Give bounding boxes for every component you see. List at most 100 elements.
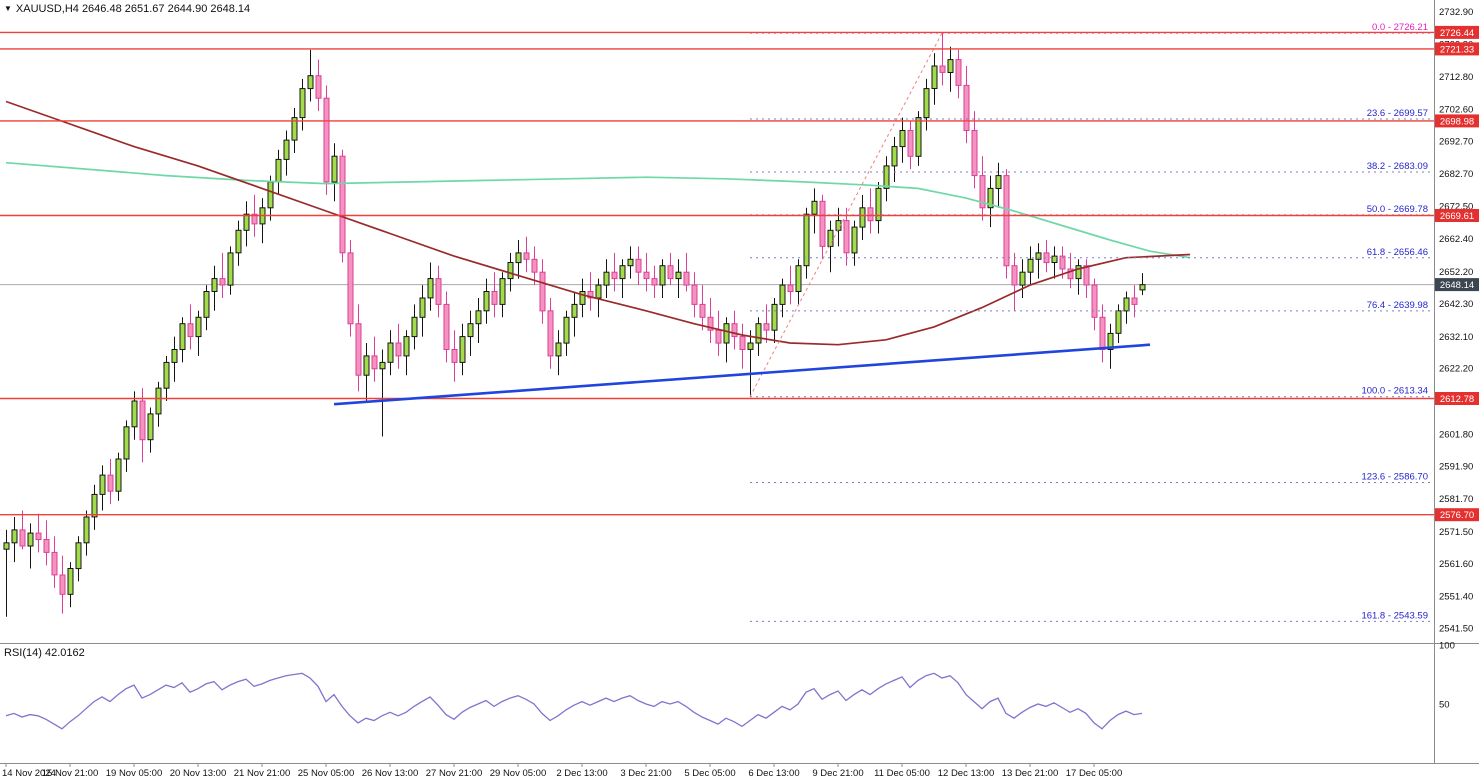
bear-candle (1083, 265, 1090, 286)
fib-level-label: 123.6 - 2586.70 (1361, 472, 1428, 483)
symbol-marker-icon: ▼ (4, 4, 12, 13)
price-level-badge-text: 2721.33 (1440, 44, 1474, 55)
price-tick-label: 2601.80 (1439, 429, 1473, 440)
bull-candle (859, 207, 866, 228)
bull-candle (1123, 297, 1130, 312)
time-tick-label: 17 Dec 05:00 (1066, 768, 1123, 779)
bear-candle (715, 329, 722, 344)
candles (3, 33, 1146, 617)
bear-candle (491, 291, 498, 305)
bear-candle (1131, 297, 1138, 305)
price-tick-label: 2541.50 (1439, 624, 1473, 635)
fib-level-label: 23.6 - 2699.57 (1367, 108, 1428, 119)
bull-candle (883, 165, 890, 189)
time-tick-label: 9 Dec 21:00 (812, 768, 863, 779)
sma-fast-line[interactable] (5, 100, 1191, 346)
time-tick-label: 12 Dec 13:00 (938, 768, 995, 779)
bull-candle (155, 387, 162, 415)
price-level-badge (1435, 209, 1479, 222)
bull-candle (67, 568, 74, 595)
bear-candle (707, 316, 714, 331)
bear-candle (683, 271, 690, 286)
bear-candle (347, 252, 354, 325)
bull-candle (363, 355, 370, 376)
bear-candle (395, 342, 402, 357)
price-tick-label: 2702.60 (1439, 105, 1473, 116)
bull-candle (131, 400, 138, 428)
time-tick-label: 5 Dec 05:00 (684, 768, 735, 779)
price-axis[interactable]: 2732.902722.802712.802702.602692.702682.… (0, 0, 1479, 764)
bear-candle (939, 65, 946, 73)
bull-candle (243, 213, 250, 231)
bull-candle (619, 265, 626, 280)
bear-candle (435, 278, 442, 305)
price-level-badge-text: 2669.61 (1440, 211, 1474, 222)
bull-candle (915, 117, 922, 157)
bull-candle (603, 271, 610, 286)
price-tick-label: 2652.20 (1439, 267, 1473, 278)
price-level-badge (1435, 42, 1479, 56)
time-tick-label: 19 Nov 05:00 (106, 768, 163, 779)
bear-candle (51, 551, 58, 576)
price-tick-label: 2712.80 (1439, 72, 1473, 83)
bear-candle (739, 336, 746, 351)
price-level-badge (1435, 114, 1479, 128)
bull-candle (1107, 332, 1114, 350)
bull-candle (555, 342, 562, 357)
price-level-badge (1435, 392, 1479, 405)
bull-candle (283, 139, 290, 160)
bear-candle (315, 75, 322, 99)
bull-candle (723, 323, 730, 344)
rsi-tick-label: 100 (1439, 641, 1455, 652)
bear-candle (1091, 284, 1098, 318)
time-tick-label: 27 Nov 21:00 (426, 768, 483, 779)
bull-candle (387, 342, 394, 363)
bear-candle (635, 258, 642, 273)
bull-candle (675, 271, 682, 280)
bull-candle (91, 493, 98, 518)
bear-candle (1011, 265, 1018, 286)
bear-candle (443, 303, 450, 350)
bull-candle (467, 323, 474, 338)
current-price-badge (1435, 278, 1479, 292)
price-tick-label: 2591.90 (1439, 461, 1473, 472)
bull-candle (211, 278, 218, 293)
fib-level-label: 61.8 - 2656.46 (1367, 247, 1428, 258)
chart-objects[interactable]: 0.0 - 2726.21 23.6 - 2699.57 38.2 - 2683.0… (0, 22, 1434, 622)
bull-candle (899, 130, 906, 148)
bull-candle (83, 516, 90, 544)
bull-candle (755, 323, 762, 344)
bull-candle (1019, 271, 1026, 286)
bear-candle (139, 400, 146, 441)
bull-candle (875, 187, 882, 222)
ascending-trendline[interactable] (333, 343, 1151, 406)
bull-candle (115, 458, 122, 492)
bull-candle (947, 59, 954, 73)
time-tick-label: 26 Nov 13:00 (362, 768, 419, 779)
price-level-badge (1435, 508, 1479, 522)
bear-candle (971, 130, 978, 177)
bear-candle (955, 59, 962, 86)
sma-slow-line[interactable] (5, 161, 1191, 259)
bear-candle (699, 303, 706, 318)
fib-level-label: 50.0 - 2669.78 (1367, 204, 1428, 215)
bear-candle (251, 213, 258, 225)
bull-candle (1075, 265, 1082, 280)
bear-candle (339, 155, 346, 254)
bull-candle (891, 146, 898, 167)
bear-candle (819, 200, 826, 247)
price-level-badge (1435, 25, 1479, 39)
bull-candle (931, 65, 938, 89)
bear-candle (219, 278, 226, 286)
price-tick-label: 2622.20 (1439, 364, 1473, 375)
bear-candle (731, 323, 738, 338)
bear-candle (547, 310, 554, 357)
bear-candle (611, 271, 618, 280)
price-level-badge-text: 2726.44 (1440, 28, 1474, 39)
bull-candle (123, 426, 130, 460)
bull-candle (499, 278, 506, 305)
bull-candle (267, 181, 274, 209)
